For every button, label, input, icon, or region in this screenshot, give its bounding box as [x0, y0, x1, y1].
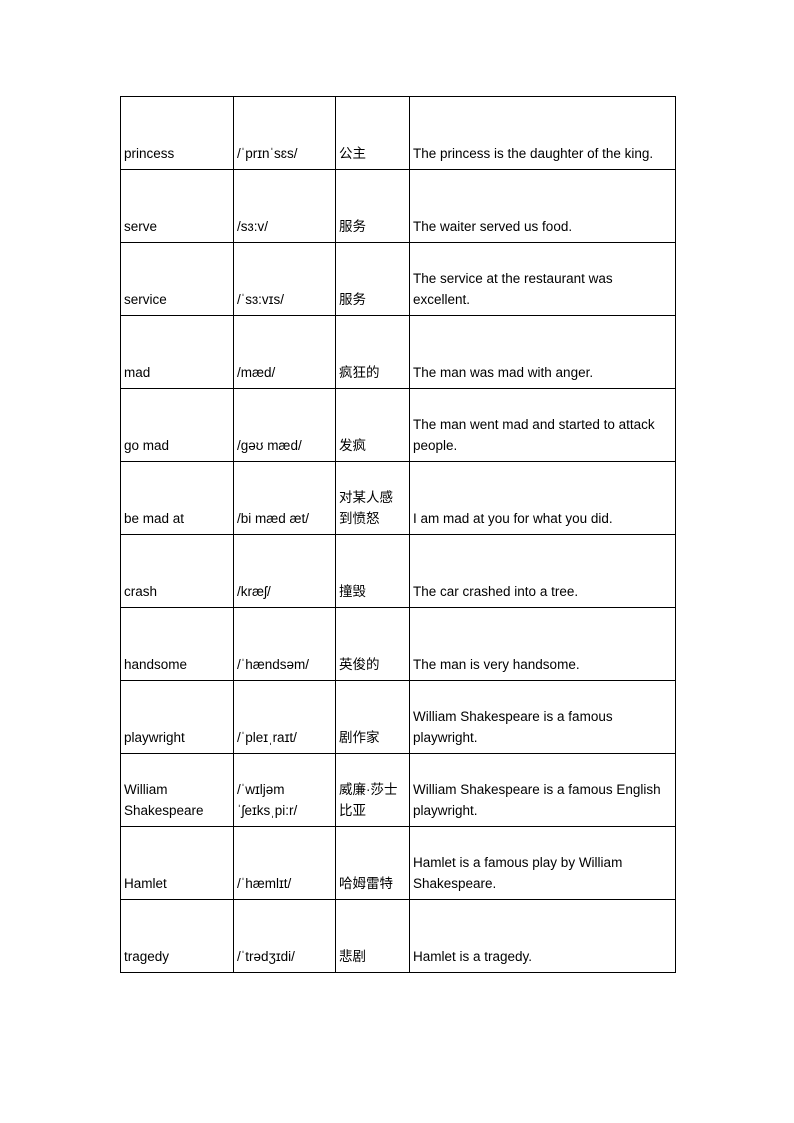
vocabulary-table: princess /ˈprɪnˈsɛs/ 公主 The princess is …	[120, 96, 676, 973]
table-row: go mad /gəʊ mæd/ 发疯 The man went mad and…	[120, 388, 676, 462]
chinese-cell: 剧作家	[335, 680, 410, 754]
table-row: handsome /ˈhændsəm/ 英俊的 The man is very …	[120, 607, 676, 681]
example-cell: The waiter served us food.	[409, 169, 676, 243]
example-cell: The service at the restaurant was excell…	[409, 242, 676, 316]
phonetic-cell: /kræʃ/	[233, 534, 336, 608]
example-cell: Hamlet is a famous play by William Shake…	[409, 826, 676, 900]
phonetic-cell: /ˈprɪnˈsɛs/	[233, 96, 336, 170]
example-cell: The man was mad with anger.	[409, 315, 676, 389]
word-cell: serve	[120, 169, 234, 243]
table-row: princess /ˈprɪnˈsɛs/ 公主 The princess is …	[120, 96, 676, 170]
word-cell: service	[120, 242, 234, 316]
example-cell: I am mad at you for what you did.	[409, 461, 676, 535]
example-cell: The man went mad and started to attack p…	[409, 388, 676, 462]
example-cell: The car crashed into a tree.	[409, 534, 676, 608]
example-cell: William Shakespeare is a famous English …	[409, 753, 676, 827]
chinese-cell: 发疯	[335, 388, 410, 462]
phonetic-cell: /sɜ:v/	[233, 169, 336, 243]
word-cell: Hamlet	[120, 826, 234, 900]
phonetic-cell: /ˈtrədʒɪdi/	[233, 899, 336, 973]
chinese-cell: 威廉·莎士 比亚	[335, 753, 410, 827]
word-cell: William Shakespeare	[120, 753, 234, 827]
chinese-cell: 哈姆雷特	[335, 826, 410, 900]
example-cell: The princess is the daughter of the king…	[409, 96, 676, 170]
chinese-cell: 公主	[335, 96, 410, 170]
word-cell: be mad at	[120, 461, 234, 535]
table-row: mad /mæd/ 疯狂的 The man was mad with anger…	[120, 315, 676, 389]
table-row: service /ˈsɜ:vɪs/ 服务 The service at the …	[120, 242, 676, 316]
chinese-cell: 撞毁	[335, 534, 410, 608]
vocabulary-table-body: princess /ˈprɪnˈsɛs/ 公主 The princess is …	[120, 96, 676, 973]
word-cell: go mad	[120, 388, 234, 462]
example-cell: The man is very handsome.	[409, 607, 676, 681]
table-row: tragedy /ˈtrədʒɪdi/ 悲剧 Hamlet is a trage…	[120, 899, 676, 973]
phonetic-cell: /gəʊ mæd/	[233, 388, 336, 462]
table-row: crash /kræʃ/ 撞毁 The car crashed into a t…	[120, 534, 676, 608]
chinese-cell: 疯狂的	[335, 315, 410, 389]
phonetic-cell: /bi mæd æt/	[233, 461, 336, 535]
table-row: serve /sɜ:v/ 服务 The waiter served us foo…	[120, 169, 676, 243]
table-row: Hamlet /ˈhæmlɪt/ 哈姆雷特 Hamlet is a famous…	[120, 826, 676, 900]
table-row: William Shakespeare /ˈwɪljəm ˈʃeɪksˌpi:r…	[120, 753, 676, 827]
example-cell: William Shakespeare is a famous playwrig…	[409, 680, 676, 754]
word-cell: handsome	[120, 607, 234, 681]
table-row: be mad at /bi mæd æt/ 对某人感 到愤怒 I am mad …	[120, 461, 676, 535]
phonetic-cell: /ˈhæmlɪt/	[233, 826, 336, 900]
word-cell: crash	[120, 534, 234, 608]
word-cell: playwright	[120, 680, 234, 754]
phonetic-cell: /ˈhændsəm/	[233, 607, 336, 681]
word-cell: tragedy	[120, 899, 234, 973]
phonetic-cell: /ˈsɜ:vɪs/	[233, 242, 336, 316]
table-row: playwright /ˈpleɪˌraɪt/ 剧作家 William Shak…	[120, 680, 676, 754]
phonetic-cell: /ˈwɪljəm ˈʃeɪksˌpi:r/	[233, 753, 336, 827]
chinese-cell: 服务	[335, 242, 410, 316]
chinese-cell: 英俊的	[335, 607, 410, 681]
chinese-cell: 对某人感 到愤怒	[335, 461, 410, 535]
phonetic-cell: /ˈpleɪˌraɪt/	[233, 680, 336, 754]
chinese-cell: 悲剧	[335, 899, 410, 973]
word-cell: mad	[120, 315, 234, 389]
phonetic-cell: /mæd/	[233, 315, 336, 389]
chinese-cell: 服务	[335, 169, 410, 243]
example-cell: Hamlet is a tragedy.	[409, 899, 676, 973]
word-cell: princess	[120, 96, 234, 170]
